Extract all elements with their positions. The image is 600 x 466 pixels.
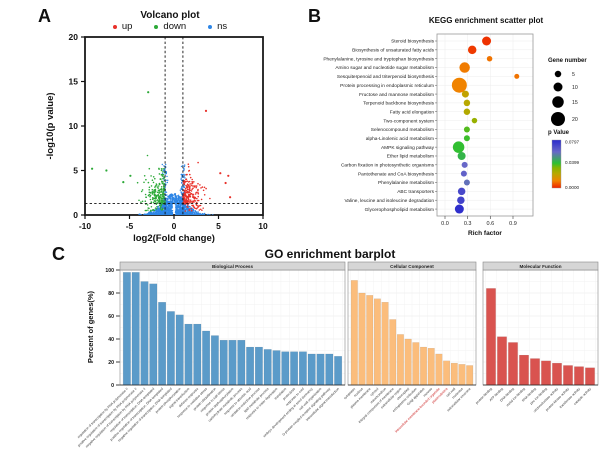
svg-text:0: 0	[73, 210, 78, 220]
go-barplot: 0 20 40 60 80 100 Percent of genes(%) Biologica…	[77, 261, 599, 449]
svg-text:cell wall: cell wall	[445, 387, 456, 398]
svg-text:10: 10	[69, 121, 79, 131]
svg-text:0: 0	[111, 383, 114, 389]
svg-text:log2(Fold change): log2(Fold change)	[133, 233, 215, 244]
svg-text:40: 40	[108, 337, 114, 343]
svg-text:Ether lipid metabolism: Ether lipid metabolism	[387, 154, 434, 160]
svg-text:Phenylalanine metabolism: Phenylalanine metabolism	[378, 180, 434, 186]
svg-text:0: 0	[172, 221, 177, 231]
volcano-title: Volcano plot	[140, 10, 200, 21]
svg-text:Rich factor: Rich factor	[468, 230, 502, 237]
svg-text:AMPK signaling pathway: AMPK signaling pathway	[381, 145, 435, 151]
svg-text:Phenylalanine, tyrosine and tr: Phenylalanine, tyrosine and tryptophan b…	[323, 56, 434, 62]
up-legend-label: up	[121, 21, 133, 32]
svg-text:Fatty acid elongation: Fatty acid elongation	[390, 109, 435, 115]
svg-text:p Value: p Value	[548, 130, 570, 136]
legend-item-up: up	[112, 21, 133, 32]
svg-text:positive regulation of transcr: positive regulation of transcription by …	[77, 387, 138, 448]
svg-text:Protein processing in endoplas: Protein processing in endoplasmic reticu…	[340, 83, 434, 89]
svg-text:alpha-Linolenic acid metabolis: alpha-Linolenic acid metabolism	[366, 136, 434, 142]
legend-item-down: down	[154, 21, 186, 32]
svg-text:cytosol: cytosol	[369, 387, 379, 397]
ns-legend-label: ns	[217, 21, 228, 32]
legend-item-ns: ns	[208, 21, 227, 32]
svg-text:Fructose and mannose metabolis: Fructose and mannose metabolism	[359, 92, 434, 98]
svg-text:0.3: 0.3	[464, 221, 472, 227]
svg-text:Sesquiterpenoid and triterpeno: Sesquiterpenoid and triterpenoid biosynt…	[337, 74, 435, 80]
svg-text:-10: -10	[79, 221, 92, 231]
svg-text:-5: -5	[126, 221, 134, 231]
svg-text:15: 15	[69, 77, 79, 87]
volcano-plot: -10 -5 0 5 10 0 5 10 15 20 log2(Fold change) -log10…	[45, 32, 268, 244]
svg-text:80: 80	[108, 291, 114, 297]
svg-text:vacuole: vacuole	[422, 387, 433, 398]
svg-text:Cellular Component: Cellular Component	[390, 264, 434, 269]
volcano-legend: up down ns	[60, 21, 280, 32]
up-legend-dot-icon	[112, 24, 117, 29]
svg-text:Terpenoid backbone biosynthesi: Terpenoid backbone biosynthesis	[363, 101, 435, 107]
kegg-title: KEGG enrichment scatter plot	[428, 16, 544, 25]
svg-text:0.6: 0.6	[487, 221, 495, 227]
svg-text:Biosynthesis of unsaturated fa: Biosynthesis of unsaturated fatty acids	[352, 48, 434, 54]
svg-text:Steroid biosynthesis: Steroid biosynthesis	[391, 39, 435, 45]
panel-b-label: B	[308, 6, 321, 26]
svg-text:Two-component system: Two-component system	[383, 118, 434, 124]
svg-text:5: 5	[73, 166, 78, 176]
svg-text:20: 20	[572, 117, 578, 123]
svg-text:nucleus: nucleus	[353, 387, 364, 398]
svg-text:0.0: 0.0	[441, 221, 449, 227]
go-title: GO enrichment barplot	[264, 247, 396, 261]
svg-text:0.0399: 0.0399	[565, 160, 579, 165]
svg-text:Amino sugar and nucleotide sug: Amino sugar and nucleotide sugar metabol…	[335, 65, 434, 71]
svg-text:Selenocompound metabolism: Selenocompound metabolism	[371, 127, 434, 133]
svg-text:5: 5	[216, 221, 221, 231]
panel-c-label: C	[52, 244, 65, 264]
svg-text:Percent of genes(%): Percent of genes(%)	[86, 290, 95, 363]
svg-text:Glycerophospholipid metabolism: Glycerophospholipid metabolism	[365, 207, 434, 213]
svg-text:60: 60	[108, 314, 114, 320]
svg-text:0.9: 0.9	[509, 221, 517, 227]
svg-text:Valine, leucine and isoleucine: Valine, leucine and isoleucine degradati…	[344, 198, 434, 204]
svg-text:Carbon fixation in photosynthe: Carbon fixation in photosynthetic organi…	[341, 163, 435, 169]
svg-text:-log10(p value): -log10(p value)	[45, 92, 56, 159]
down-legend-label: down	[163, 21, 187, 32]
svg-text:5: 5	[572, 72, 575, 78]
svg-text:100: 100	[105, 268, 114, 274]
svg-text:Gene number: Gene number	[548, 58, 587, 64]
svg-text:10: 10	[572, 85, 578, 91]
svg-text:20: 20	[69, 32, 79, 42]
svg-text:0.0000: 0.0000	[565, 185, 579, 190]
svg-text:20: 20	[108, 360, 114, 366]
svg-text:Pantothenate and CoA biosynthe: Pantothenate and CoA biosynthesis	[358, 171, 435, 177]
svg-text:0.0797: 0.0797	[565, 140, 579, 145]
svg-text:Biological Process: Biological Process	[212, 264, 254, 269]
ns-legend-dot-icon	[208, 24, 213, 29]
svg-text:ABC transporters: ABC transporters	[397, 189, 434, 195]
svg-text:10: 10	[258, 221, 268, 231]
svg-text:Molecular Function: Molecular Function	[519, 264, 561, 269]
kegg-scatter-plot: Steroid biosynthesis Biosynthesis of unsa…	[323, 33, 587, 237]
down-legend-dot-icon	[154, 24, 159, 29]
svg-text:15: 15	[572, 100, 578, 106]
panel-a-label: A	[38, 6, 51, 26]
